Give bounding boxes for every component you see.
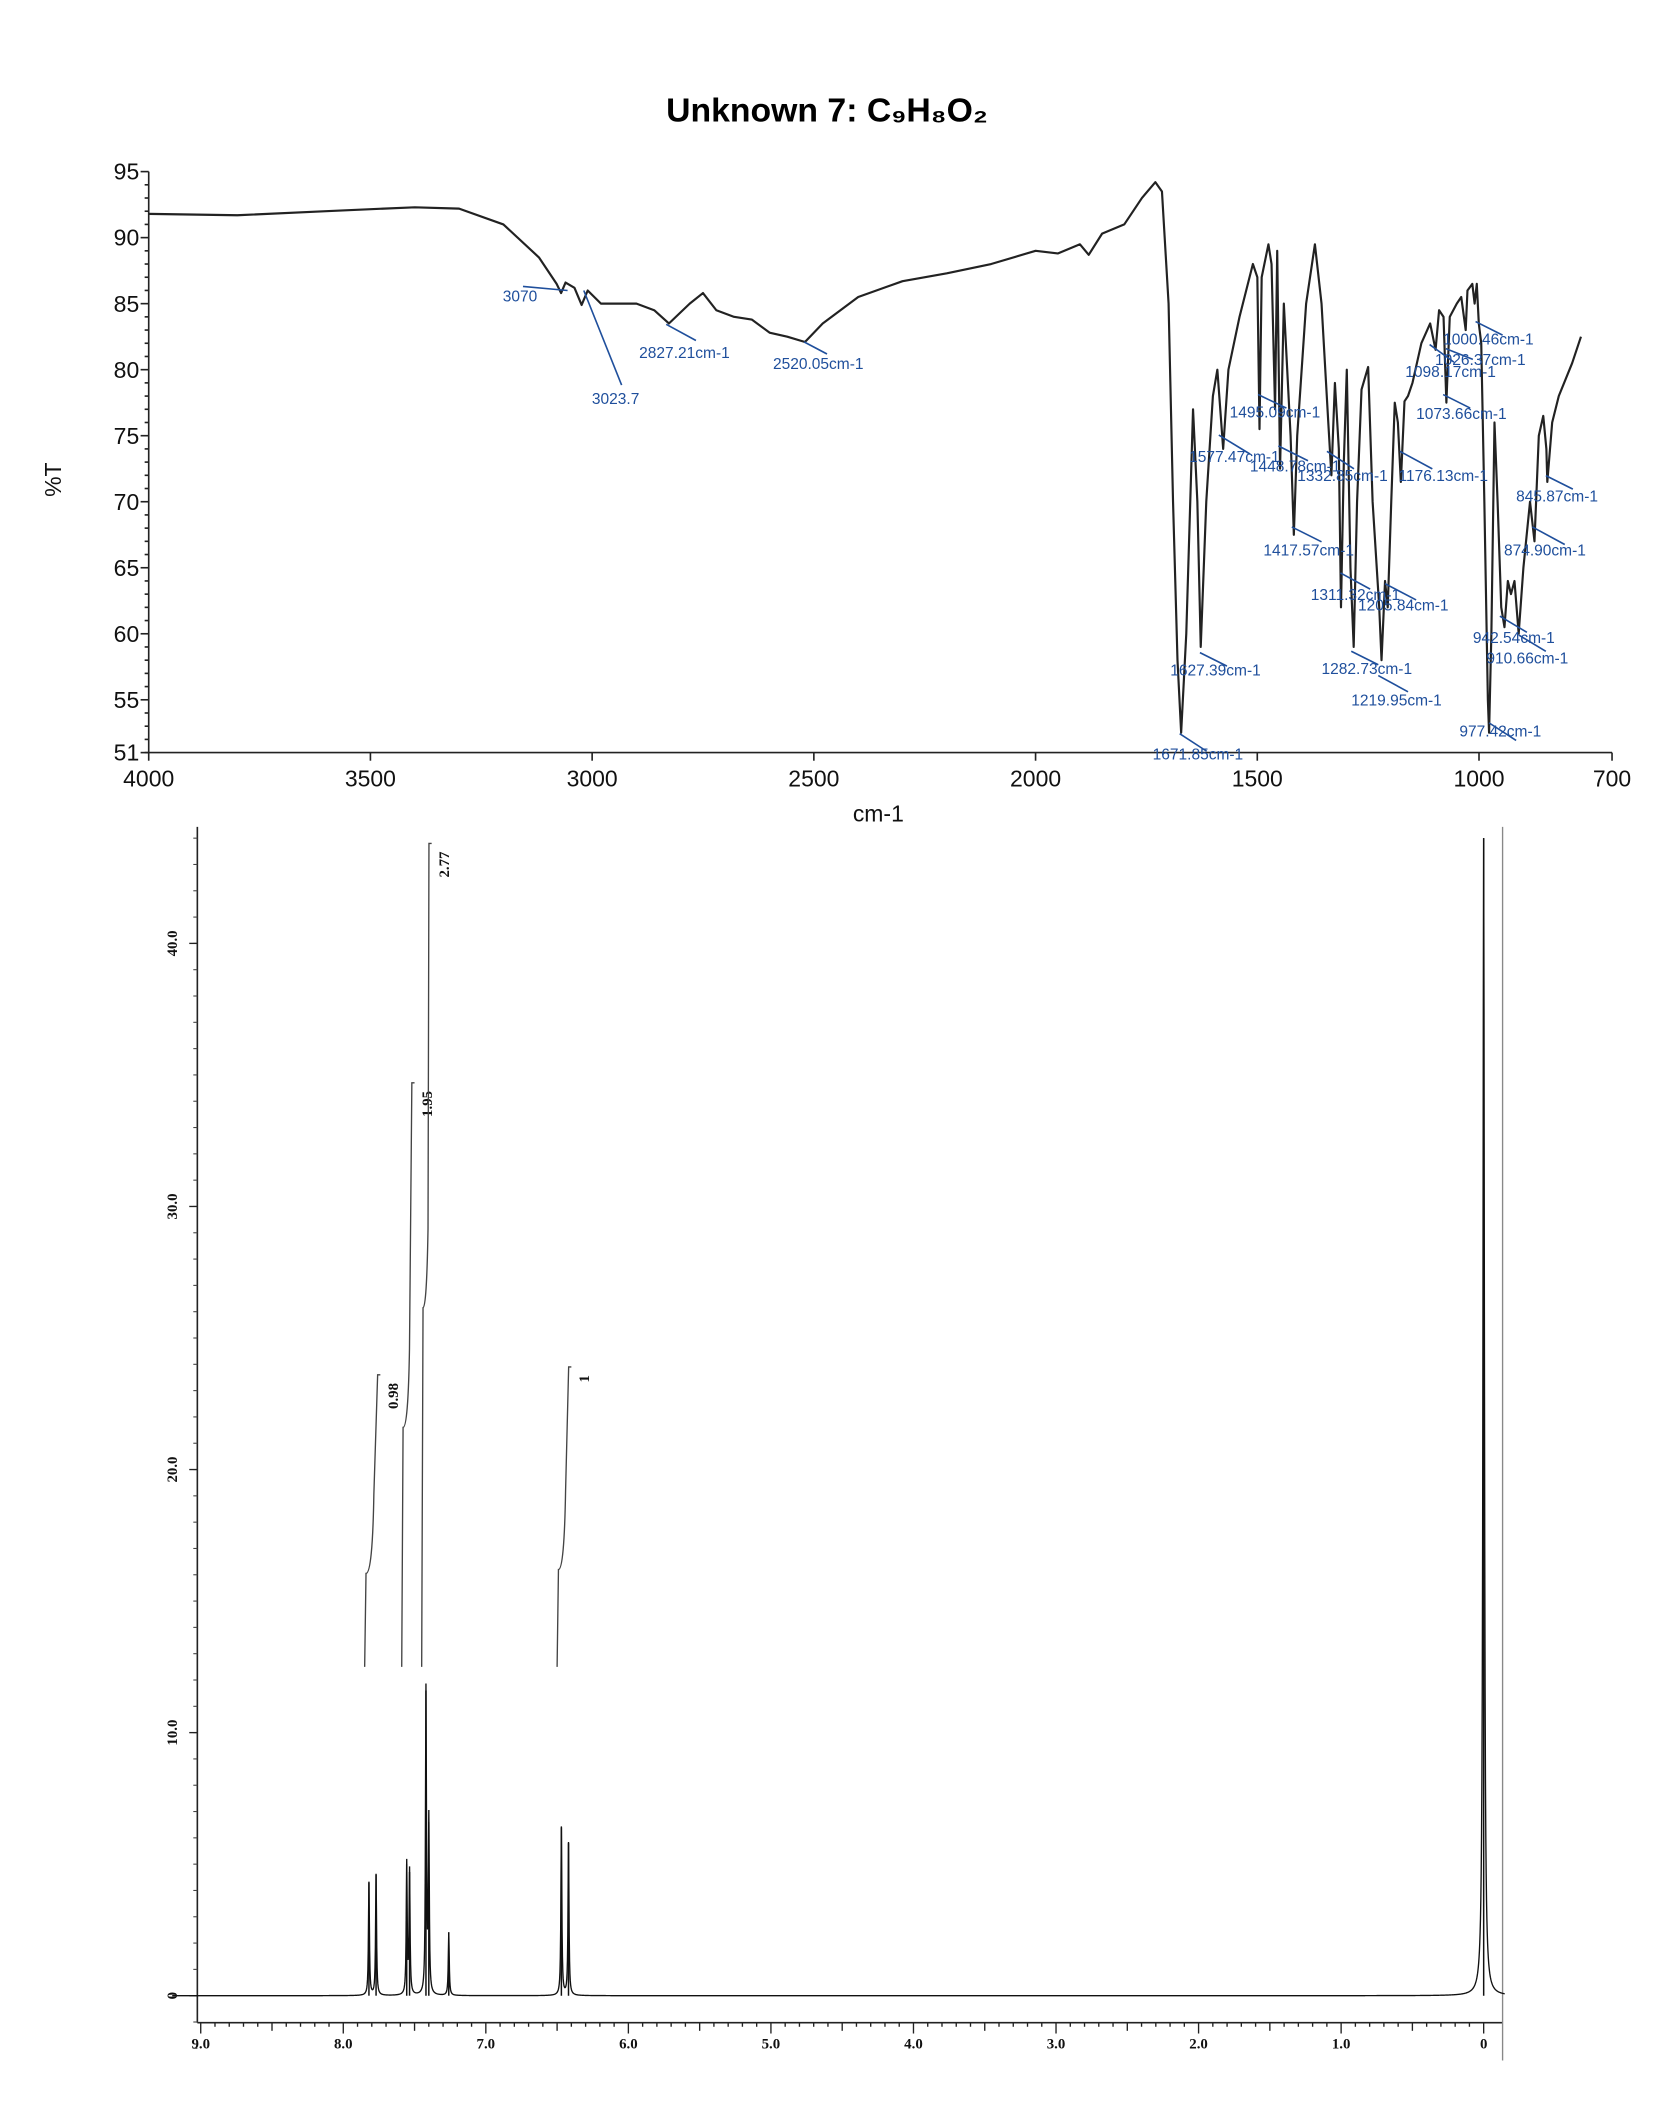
y-tick-label: 55 — [114, 687, 140, 713]
peak-label: 874.90cm-1 — [1504, 542, 1586, 559]
y-tick-label: 65 — [114, 555, 140, 581]
peak-label: 1671.85cm-1 — [1153, 746, 1244, 763]
ir-spectrum: 4000 3500 3000 2500 2000 1500 1000 700 95 90 85 80 7… — [40, 159, 1631, 827]
peak-leader-line — [1384, 582, 1417, 601]
peak-label: 1205.84cm-1 — [1358, 598, 1449, 615]
peak-label: 2520.05cm-1 — [773, 356, 864, 373]
peak-label: 1448.78cm-1 — [1250, 459, 1341, 476]
peak-label: 3070 — [503, 288, 538, 305]
peak-label: 1098.17cm-1 — [1405, 364, 1496, 381]
y-tick-label: 40.0 — [165, 930, 181, 956]
peak-leader-line — [1442, 393, 1471, 409]
peak-label: 3023.7 — [592, 391, 639, 408]
peak-label: 1577.47cm-1 — [1189, 449, 1280, 466]
x-tick-label: 9.0 — [191, 2036, 210, 2052]
peak-leader-line — [1291, 526, 1322, 543]
peak-leader-line — [1445, 347, 1474, 361]
x-tick-label: 1.0 — [1332, 2036, 1351, 2052]
y-tick-label: 95 — [114, 159, 140, 185]
peak-label: 1311.32cm-1 — [1311, 587, 1400, 604]
peak-label: 910.66cm-1 — [1486, 650, 1568, 667]
nmr-spectrum: 9.0 8.0 7.0 6.0 5.0 4.0 3.0 2.0 1.0 0010.020.030.… — [165, 826, 1505, 2061]
peak-label: 1332.85cm-1 — [1297, 468, 1388, 485]
peak-label: 977.42cm-1 — [1459, 723, 1541, 740]
x-tick-label: 3000 — [567, 765, 618, 791]
peak-leader-line — [1475, 320, 1503, 336]
peak-leader-line — [1429, 343, 1455, 363]
y-tick-label: 60 — [114, 621, 140, 647]
peak-leader-line — [1499, 615, 1528, 634]
y-tick-label: 75 — [114, 423, 140, 449]
y-tick-label: 85 — [114, 291, 140, 317]
x-tick-label: 700 — [1593, 765, 1631, 791]
x-tick-label: 1000 — [1453, 765, 1504, 791]
peak-leader-line — [665, 323, 697, 342]
peak-label: 1073.66cm-1 — [1416, 406, 1507, 423]
peak-leader-line — [522, 285, 568, 292]
x-tick-label: 3.0 — [1047, 2036, 1066, 2052]
peak-leader-line — [1488, 722, 1517, 742]
peak-leader-line — [1350, 650, 1379, 666]
peak-leader-line — [1218, 434, 1251, 455]
x-tick-label: 4000 — [123, 765, 174, 791]
x-tick-label: 1500 — [1232, 765, 1283, 791]
peak-label: 1026.37cm-1 — [1435, 352, 1526, 369]
peak-label: 1219.95cm-1 — [1351, 692, 1442, 709]
peak-label: 1417.57cm-1 — [1263, 542, 1354, 559]
peak-label: 2827.21cm-1 — [639, 345, 730, 362]
y-tick-label: 90 — [114, 225, 140, 251]
x-tick-label: 2500 — [788, 765, 839, 791]
x-tick-label: 4.0 — [904, 2036, 923, 2052]
y-tick-label: 10.0 — [165, 1720, 181, 1746]
peak-label: 1282.73cm-1 — [1322, 661, 1413, 678]
x-tick-label: 2000 — [1010, 765, 1061, 791]
figure-title: Unknown 7: C₉H₈O₂ — [666, 92, 988, 130]
peak-leader-line — [1179, 733, 1208, 752]
peak-label: 845.87cm-1 — [1516, 488, 1598, 505]
peak-label: 1627.39cm-1 — [1170, 663, 1261, 680]
x-tick-label: 0 — [1480, 2036, 1487, 2052]
peak-leader-line — [1377, 674, 1409, 693]
peak-leader-line — [1399, 450, 1433, 470]
y-tick-label: 80 — [114, 357, 140, 383]
y-tick-label: 30.0 — [165, 1193, 181, 1219]
x-tick-label: 3500 — [345, 765, 396, 791]
integral-curve — [421, 842, 432, 1667]
peak-leader-line — [1257, 393, 1287, 409]
peak-leader-line — [1199, 651, 1228, 667]
integral-curve — [363, 1374, 381, 1667]
peak-leader-line — [1340, 572, 1371, 590]
peak-leader-line — [1277, 445, 1309, 462]
peak-label: 942.54cm-1 — [1473, 630, 1555, 647]
x-tick-label: 7.0 — [477, 2036, 496, 2052]
y-tick-label: 70 — [114, 489, 140, 515]
y-tick-label: 20.0 — [165, 1457, 181, 1483]
peak-leader-line — [583, 290, 623, 386]
y-tick-label: 51 — [114, 740, 140, 766]
x-axis-label: cm-1 — [853, 801, 904, 827]
peak-leader-line — [1326, 450, 1355, 470]
integral-label: 2.77 — [437, 851, 453, 878]
x-tick-label: 5.0 — [762, 2036, 781, 2052]
integral-curve — [401, 1082, 415, 1667]
x-tick-label: 8.0 — [334, 2036, 353, 2052]
peak-leader-line — [1545, 474, 1574, 490]
integral-label: 0.98 — [386, 1383, 402, 1409]
x-tick-label: 2.0 — [1189, 2036, 1208, 2052]
peak-label: 1176.13cm-1 — [1399, 468, 1488, 485]
peak-leader-line — [1531, 526, 1566, 546]
integral-label: 1 — [577, 1375, 593, 1382]
peak-leader-line — [803, 341, 828, 355]
integral-curve — [556, 1366, 572, 1667]
y-axis-label: %T — [40, 462, 66, 496]
peak-label: 1000.46cm-1 — [1443, 332, 1534, 349]
nmr-trace — [172, 838, 1505, 1997]
x-tick-label: 6.0 — [619, 2036, 638, 2052]
peak-label: 1495.09cm-1 — [1230, 405, 1321, 422]
ir-trace — [148, 181, 1582, 734]
peak-leader-line — [1518, 634, 1547, 652]
